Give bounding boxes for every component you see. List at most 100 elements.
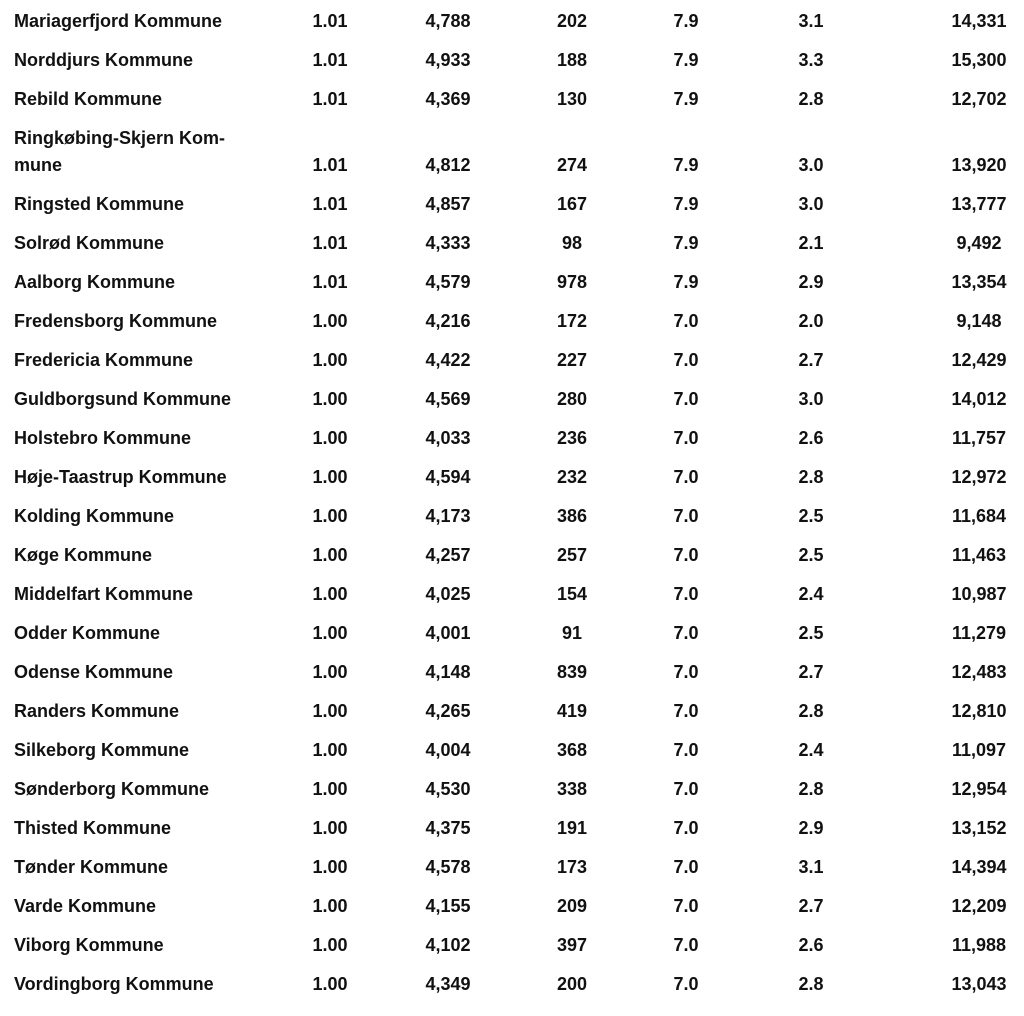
value-cell: 4,257 xyxy=(425,545,471,565)
value-cell: 11,988 xyxy=(951,935,1007,955)
table-row: Kolding Kommune 1.00 4,173 386 7.0 2.5 1… xyxy=(0,497,1024,536)
municipality-name: Sønderborg Kommune xyxy=(14,779,210,799)
value-cell: 12,209 xyxy=(951,896,1007,916)
value-cell: 2.5 xyxy=(798,506,824,526)
value-cell: 232 xyxy=(556,467,588,487)
value-cell: 1.01 xyxy=(312,233,348,253)
value-cell: 11,463 xyxy=(951,545,1007,565)
value-cell: 274 xyxy=(556,155,588,175)
value-cell: 4,933 xyxy=(425,50,471,70)
value-cell: 1.00 xyxy=(312,818,348,838)
table-row: Holstebro Kommune 1.00 4,033 236 7.0 2.6… xyxy=(0,419,1024,458)
value-cell: 1.00 xyxy=(312,623,348,643)
value-cell: 7.0 xyxy=(673,896,699,916)
municipality-name: Mariagerfjord Kommune xyxy=(14,11,223,31)
value-cell: 4,788 xyxy=(425,11,471,31)
value-cell: 98 xyxy=(561,233,583,253)
value-cell: 7.0 xyxy=(673,545,699,565)
value-cell: 7.0 xyxy=(673,974,699,994)
value-cell: 4,579 xyxy=(425,272,471,292)
value-cell: 4,530 xyxy=(425,779,471,799)
value-cell: 2.1 xyxy=(798,233,824,253)
table-row: Silkeborg Kommune 1.00 4,004 368 7.0 2.4… xyxy=(0,731,1024,770)
value-cell: 3.1 xyxy=(798,857,824,877)
value-cell: 2.7 xyxy=(798,896,824,916)
table-row: Køge Kommune 1.00 4,257 257 7.0 2.5 11,4… xyxy=(0,536,1024,575)
value-cell: 1.00 xyxy=(312,350,348,370)
table-row: Fredensborg Kommune 1.00 4,216 172 7.0 2… xyxy=(0,302,1024,341)
value-cell: 227 xyxy=(556,350,588,370)
value-cell: 7.0 xyxy=(673,818,699,838)
value-cell: 397 xyxy=(556,935,588,955)
table-row: Sønderborg Kommune 1.00 4,530 338 7.0 2.… xyxy=(0,770,1024,809)
value-cell: 15,300 xyxy=(951,50,1007,70)
value-cell: 2.8 xyxy=(798,779,824,799)
municipality-name: Holstebro Kommune xyxy=(14,428,192,448)
value-cell: 13,043 xyxy=(951,974,1007,994)
value-cell: 1.00 xyxy=(312,311,348,331)
value-cell: 91 xyxy=(561,623,583,643)
value-cell: 4,369 xyxy=(425,89,471,109)
value-cell: 167 xyxy=(556,194,588,214)
municipality-name: Randers Kommune xyxy=(14,701,180,721)
value-cell: 1.01 xyxy=(312,155,348,175)
value-cell: 7.9 xyxy=(673,233,699,253)
table-row: Ringsted Kommune 1.01 4,857 167 7.9 3.0 … xyxy=(0,185,1024,224)
value-cell: 7.0 xyxy=(673,311,699,331)
table-row: Viborg Kommune 1.00 4,102 397 7.0 2.6 11… xyxy=(0,926,1024,965)
table-row: Ringkøbing-Skjern Kom- mune 1.01 4,812 2… xyxy=(0,119,1024,185)
value-cell: 2.6 xyxy=(798,935,824,955)
value-cell: 4,148 xyxy=(425,662,471,682)
value-cell: 172 xyxy=(556,311,588,331)
table-row: Odder Kommune 1.00 4,001 91 7.0 2.5 11,2… xyxy=(0,614,1024,653)
value-cell: 4,001 xyxy=(425,623,471,643)
value-cell: 7.0 xyxy=(673,584,699,604)
value-cell: 4,102 xyxy=(425,935,471,955)
value-cell: 1.00 xyxy=(312,701,348,721)
value-cell: 7.9 xyxy=(673,50,699,70)
value-cell: 7.0 xyxy=(673,428,699,448)
value-cell: 338 xyxy=(556,779,588,799)
value-cell: 7.0 xyxy=(673,623,699,643)
table-row: Vordingborg Kommune 1.00 4,349 200 7.0 2… xyxy=(0,965,1024,1004)
value-cell: 4,025 xyxy=(425,584,471,604)
value-cell: 2.8 xyxy=(798,467,824,487)
value-cell: 4,857 xyxy=(425,194,471,214)
municipality-name: Rebild Kommune xyxy=(14,89,163,109)
value-cell: 13,777 xyxy=(951,194,1007,214)
municipality-name: Norddjurs Kommune xyxy=(14,50,194,70)
value-cell: 1.00 xyxy=(312,506,348,526)
value-cell: 4,422 xyxy=(425,350,471,370)
value-cell: 236 xyxy=(556,428,588,448)
value-cell: 13,354 xyxy=(951,272,1007,292)
value-cell: 12,954 xyxy=(951,779,1007,799)
value-cell: 2.8 xyxy=(798,89,824,109)
value-cell: 3.3 xyxy=(798,50,824,70)
table-row: Middelfart Kommune 1.00 4,025 154 7.0 2.… xyxy=(0,575,1024,614)
value-cell: 11,279 xyxy=(951,623,1007,643)
value-cell: 839 xyxy=(556,662,588,682)
value-cell: 1.00 xyxy=(312,896,348,916)
value-cell: 11,757 xyxy=(951,428,1007,448)
value-cell: 2.6 xyxy=(798,428,824,448)
value-cell: 1.00 xyxy=(312,974,348,994)
municipality-name: Køge Kommune xyxy=(14,545,153,565)
value-cell: 2.5 xyxy=(798,623,824,643)
value-cell: 4,216 xyxy=(425,311,471,331)
value-cell: 7.0 xyxy=(673,779,699,799)
value-cell: 4,004 xyxy=(425,740,471,760)
value-cell: 12,483 xyxy=(951,662,1007,682)
value-cell: 154 xyxy=(556,584,588,604)
municipality-name: Fredensborg Kommune xyxy=(14,311,218,331)
municipality-name: Odense Kommune xyxy=(14,662,174,682)
value-cell: 3.1 xyxy=(798,11,824,31)
value-cell: 2.7 xyxy=(798,350,824,370)
value-cell: 7.0 xyxy=(673,740,699,760)
value-cell: 2.9 xyxy=(798,272,824,292)
value-cell: 1.00 xyxy=(312,545,348,565)
value-cell: 188 xyxy=(556,50,588,70)
value-cell: 7.0 xyxy=(673,467,699,487)
value-cell: 1.01 xyxy=(312,194,348,214)
municipality-name: Thisted Kommune xyxy=(14,818,172,838)
